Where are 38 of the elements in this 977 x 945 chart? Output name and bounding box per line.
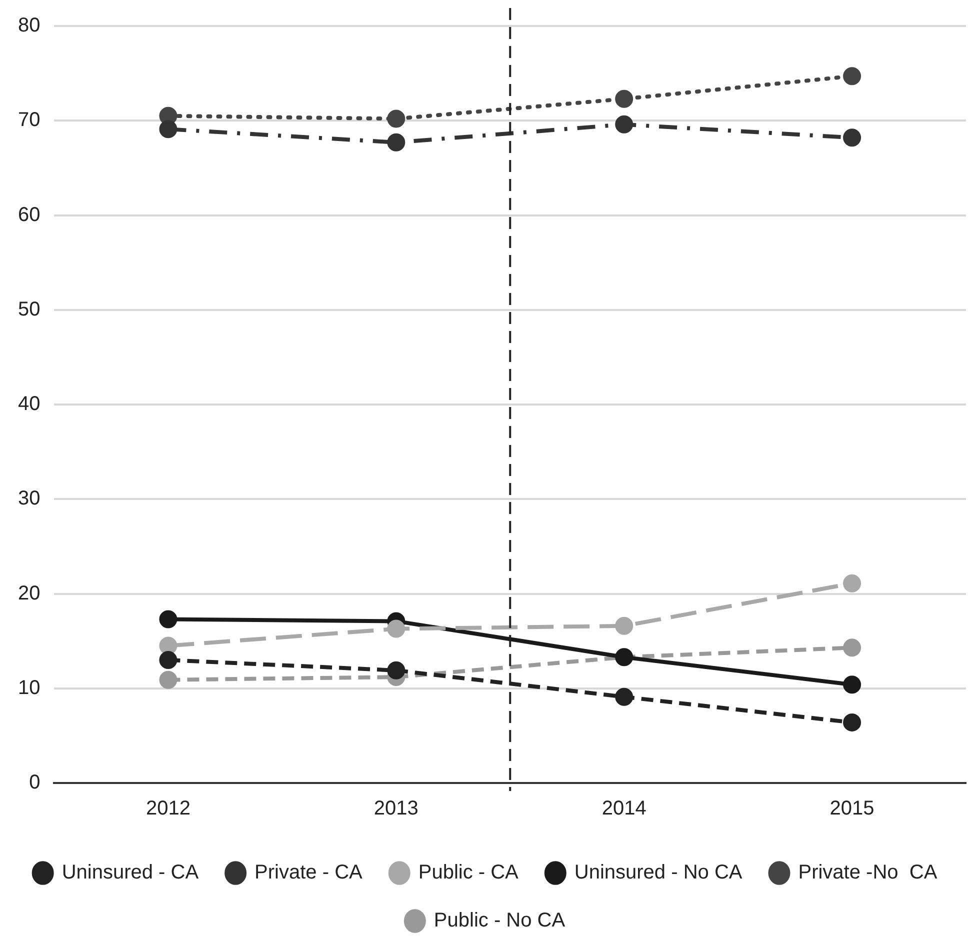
point <box>843 638 862 657</box>
point <box>387 620 406 638</box>
point <box>843 676 862 694</box>
x-tick-label: 2015 <box>830 798 874 820</box>
point <box>387 110 406 128</box>
y-tick-label: 70 <box>18 109 40 132</box>
point <box>843 128 862 147</box>
point <box>615 90 634 108</box>
y-tick-label: 20 <box>18 582 40 604</box>
y-tick-label: 80 <box>18 14 40 37</box>
y-tick-label: 10 <box>18 676 40 699</box>
legend-label: Private -No CA <box>798 862 938 884</box>
point <box>615 616 634 635</box>
point <box>843 574 862 592</box>
y-tick-label: 50 <box>18 298 40 320</box>
x-tick-label: 2013 <box>374 798 418 820</box>
legend-label: Public - CA <box>418 862 520 884</box>
point <box>159 120 178 138</box>
point <box>615 688 634 706</box>
y-tick-label: 0 <box>29 772 40 794</box>
x-tick-label: 2012 <box>146 798 190 820</box>
x-tick-label: 2014 <box>602 798 646 820</box>
y-tick-label: 40 <box>18 393 40 416</box>
point <box>159 636 178 655</box>
point <box>615 115 634 134</box>
point <box>159 610 178 628</box>
point <box>387 661 406 680</box>
point <box>387 133 406 152</box>
legend-label: Private - CA <box>254 862 364 884</box>
y-tick-label: 60 <box>18 204 40 226</box>
legend-label: Public - No CA <box>434 910 566 932</box>
point <box>843 713 862 732</box>
point <box>159 670 178 689</box>
y-tick-label: 30 <box>18 488 40 510</box>
legend-label: Uninsured - No CA <box>574 862 743 884</box>
point <box>159 650 178 669</box>
legend-label: Uninsured - CA <box>62 862 200 884</box>
point <box>843 67 862 86</box>
